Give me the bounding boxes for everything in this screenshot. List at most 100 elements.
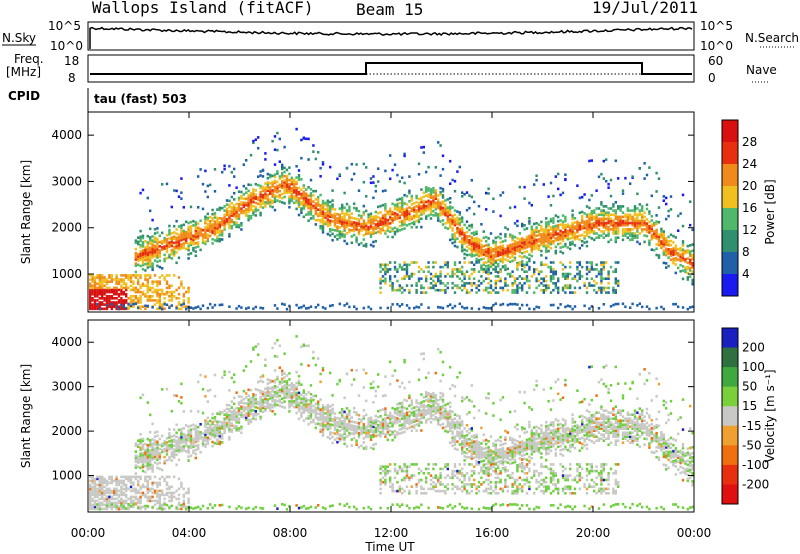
power-cell [345, 167, 349, 170]
power-cell [437, 279, 440, 283]
power-cell [252, 211, 255, 214]
power-cell [192, 238, 195, 242]
power-cell [189, 225, 193, 228]
power-cell [103, 288, 106, 292]
power-cell [439, 282, 442, 285]
power-cell [636, 230, 639, 233]
velocity-cell [283, 388, 286, 391]
power-cell [521, 237, 524, 240]
velocity-cell [216, 428, 219, 431]
cpid-value: tau (fast) 503 [94, 92, 187, 106]
power-cell [165, 248, 169, 252]
power-cell [149, 297, 152, 300]
power-cell [182, 302, 185, 306]
velocity-cell [117, 489, 121, 493]
power-cell [482, 249, 485, 252]
power-cell [144, 258, 147, 262]
power-cell [600, 172, 603, 176]
power-cell [677, 247, 680, 251]
power-cell [276, 180, 279, 184]
velocity-cell [161, 503, 164, 507]
power-cell [641, 205, 644, 208]
velocity-cell [139, 499, 142, 503]
power-cell [691, 262, 694, 265]
velocity-cell [271, 346, 274, 350]
power-cell [89, 284, 92, 288]
power-cell [561, 220, 565, 224]
power-cell [405, 275, 409, 278]
velocity-cell [173, 491, 176, 495]
power-cell [470, 225, 473, 229]
velocity-cell [137, 479, 140, 483]
power-cell [89, 303, 92, 306]
power-cell [259, 203, 262, 206]
velocity-cell [216, 434, 219, 437]
power-cell [393, 163, 397, 166]
power-cell [427, 207, 430, 211]
power-cell [317, 214, 320, 218]
power-cell [681, 277, 685, 281]
power-cell [213, 228, 217, 232]
power-cell [125, 288, 128, 292]
power-cell [667, 209, 670, 213]
power-cell [173, 237, 176, 240]
power-cell [600, 270, 603, 273]
velocity-cell [134, 456, 137, 459]
power-cell [163, 241, 166, 244]
power-cell [413, 208, 416, 211]
power-cell [588, 219, 591, 222]
power-cell [168, 286, 171, 290]
power-cell [389, 213, 392, 217]
power-cell [350, 224, 353, 228]
power-cell [187, 221, 190, 225]
power-cell [511, 253, 514, 256]
velocity-cell [185, 424, 188, 427]
power-cell [408, 291, 411, 294]
power-cell [302, 192, 305, 196]
power-cell [297, 190, 301, 194]
power-cell [252, 204, 255, 208]
power-cell [89, 305, 92, 308]
power-cell [187, 246, 190, 250]
velocity-cell [98, 493, 101, 497]
power-cell [403, 268, 406, 271]
power-cell [206, 218, 209, 222]
search-tick-bottom: 10^0 [700, 39, 733, 53]
velocity-cell [189, 454, 193, 457]
power-cell [393, 232, 397, 236]
velocity-cell [261, 380, 265, 384]
power-cell [132, 299, 135, 302]
velocity-cell [293, 401, 296, 405]
power-cell [581, 217, 584, 220]
power-cell [218, 229, 221, 233]
power-cell [631, 236, 634, 239]
velocity-cell [259, 407, 262, 411]
velocity-cell [177, 477, 181, 481]
power-cell [333, 208, 337, 211]
power-cell [285, 181, 289, 184]
power-cell [283, 303, 286, 306]
power-cell [144, 307, 147, 311]
power-cell [194, 229, 197, 233]
power-cell [585, 219, 589, 223]
power-cell [242, 184, 245, 188]
power-cell [300, 188, 303, 192]
power-cell [161, 288, 164, 292]
power-cell [389, 177, 392, 181]
power-cell [645, 224, 649, 227]
power-cell [276, 184, 279, 188]
velocity-cell [146, 437, 149, 441]
velocity-cell [283, 406, 286, 409]
velocity-cell [252, 395, 255, 398]
power-cell [629, 232, 632, 235]
power-cell [137, 301, 140, 304]
velocity-cell [254, 388, 257, 391]
power-cell [365, 209, 368, 213]
power-cell [156, 284, 159, 288]
power-cell [137, 290, 140, 294]
velocity-cell [225, 423, 229, 427]
power-cell [146, 255, 149, 259]
power-cell [278, 193, 281, 197]
power-cell [348, 209, 351, 213]
power-cell [389, 284, 392, 287]
